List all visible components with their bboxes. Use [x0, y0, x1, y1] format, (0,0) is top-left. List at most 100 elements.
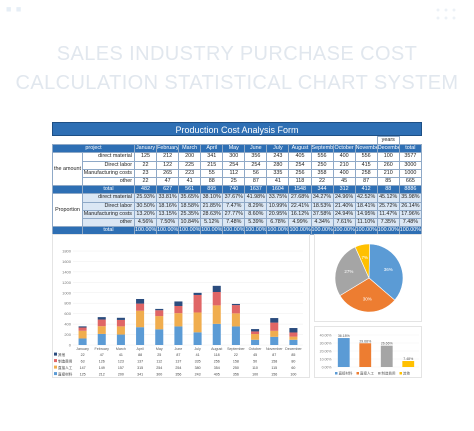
page-title-line2: CALCULATION STATISTICAL CHART SYSTEM [15, 72, 459, 94]
bar-segment [231, 313, 240, 327]
blank-cell [399, 137, 421, 145]
proportion-cell: 6.78% [266, 217, 290, 228]
proportion-row: Manufacturing costs 13.20% 13.15% 25.35% 28.… [53, 209, 423, 219]
amount-cell: 254 [288, 160, 312, 170]
amount-total-cell: 740 [222, 185, 246, 195]
amount-total-cell: 895 [200, 185, 224, 195]
amount-cell: 256 [288, 168, 312, 178]
y-tick-label: 200 [64, 332, 71, 337]
bar-segment [212, 291, 221, 306]
bar-segment [97, 319, 106, 327]
amount-row-label: other [82, 176, 135, 187]
legend-value: 22 [81, 353, 85, 357]
month-header: March [178, 144, 202, 154]
legend-value: 125 [80, 373, 86, 377]
proportion-bar [359, 343, 372, 367]
legend-value: 356 [175, 373, 181, 377]
bar-segment [116, 334, 125, 345]
legend-swatch [356, 372, 359, 375]
y-tick-label: 1800 [62, 249, 72, 254]
amount-cell: 118 [288, 176, 312, 187]
legend-swatch [54, 359, 57, 363]
legend-label: 直接材料 [339, 371, 353, 376]
y-tick-label: 400 [64, 322, 71, 327]
amount-cell: 250 [310, 160, 334, 170]
proportion-cell: 4.34% [310, 217, 334, 228]
y-tick-label: 1000 [62, 290, 72, 295]
bar-value-label: 7.48% [403, 357, 413, 361]
amount-cell: 300 [222, 152, 246, 162]
x-tick-label: February [95, 347, 110, 351]
amount-cell: 3577 [398, 152, 423, 162]
amount-total-cell: 627 [156, 185, 180, 195]
legend-label: 制造费用 [382, 371, 396, 376]
project-label: project [52, 144, 135, 154]
amount-group-label: the amount [52, 152, 83, 187]
proportion-cell: 35.65% [178, 193, 202, 203]
bar-segment [136, 298, 145, 304]
x-tick-label: March [116, 347, 126, 351]
bar-segment [97, 317, 106, 320]
page-title-line1: SALES INDUSTRY PURCHASE COST [56, 43, 418, 65]
pie-slice-label: 30% [363, 297, 372, 302]
amount-cell: 225 [178, 160, 202, 170]
bar-segment [97, 326, 106, 334]
blank-cell [53, 137, 378, 145]
legend-value: 110 [252, 366, 258, 370]
legend-value: 123 [118, 360, 124, 364]
legend-value: 87 [272, 353, 276, 357]
proportion-bar-chart: 0.00% 10.00% 20.00% 30.00% 40.00% 36.18% 直接材料 2… [314, 326, 422, 378]
month-header-row: project January February March April May June J… [52, 144, 423, 154]
legend-value: 45 [253, 353, 257, 357]
month-header: February [156, 144, 180, 154]
proportion-cell: 18.41% [354, 201, 378, 211]
proportion-cell: 37.58% [310, 209, 334, 219]
bar-value-label: 36.18% [338, 334, 350, 338]
bar-segment [289, 328, 298, 333]
legend-value: 256 [214, 360, 220, 364]
x-tick-label: July [194, 347, 201, 351]
amount-cell: 405 [288, 152, 312, 162]
bar-segment [212, 305, 221, 324]
x-tick-label: April [136, 347, 143, 351]
proportion-cell: 16.12% [288, 209, 312, 219]
bar-segment [155, 310, 164, 317]
y-tick-label: 0 [69, 343, 72, 348]
legend-label: 直接人工 [58, 365, 73, 370]
proportion-cell: 18.16% [156, 201, 180, 211]
y-tick-label: 20.00% [320, 349, 332, 353]
bar-segment [174, 301, 183, 306]
proportion-cell: 18.53% [310, 201, 334, 211]
amount-total-label: total [82, 185, 135, 195]
amount-cell: 22 [133, 160, 158, 170]
amount-cell: 125 [133, 152, 158, 162]
y-tick-label: 1400 [62, 269, 72, 274]
proportion-cell: 38.10% [200, 193, 224, 203]
month-header: August [288, 144, 312, 154]
y-tick-label: 0.00% [322, 365, 332, 369]
legend-swatch [399, 372, 402, 375]
legend-value: 158 [271, 360, 277, 364]
legend-value: 25 [157, 353, 161, 357]
legend-value: 60 [291, 366, 295, 370]
legend-value: 47 [100, 353, 104, 357]
pie-slice [368, 243, 404, 301]
proportion-cell: 25.93% [133, 193, 158, 203]
y-tick-label: 40.00% [320, 333, 332, 337]
bar-segment [231, 326, 240, 345]
y-tick-label: 600 [64, 311, 71, 316]
proportion-cell: 7.35% [376, 217, 400, 228]
proportion-row-label: Direct labor [82, 201, 135, 211]
legend-value: 137 [137, 360, 143, 364]
month-header: July [266, 144, 290, 154]
bar-segment [231, 305, 240, 314]
month-header: June [244, 144, 268, 154]
proportion-cell: 42.52% [354, 193, 378, 203]
x-tick-label: June [175, 347, 183, 351]
bar-segment [116, 317, 125, 320]
bar-segment [78, 326, 87, 328]
bar-segment [193, 332, 202, 345]
bar-segment [174, 313, 183, 327]
bar-segment [136, 303, 145, 311]
proportion-cell: 10.84% [178, 217, 202, 228]
